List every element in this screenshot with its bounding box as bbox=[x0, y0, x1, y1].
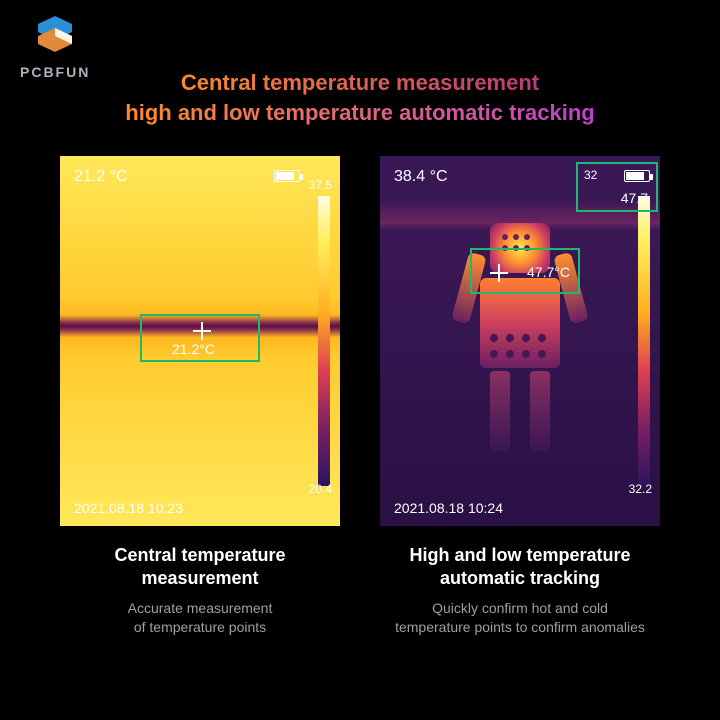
scale-bottom-right: 32.2 bbox=[629, 482, 652, 496]
caption-title-right: High and low temperature automatic track… bbox=[409, 544, 630, 591]
scale-small: 32 bbox=[584, 168, 597, 182]
crosshair-icon bbox=[193, 322, 211, 340]
caption-sub-left: Accurate measurement of temperature poin… bbox=[128, 599, 273, 638]
caption-title-left: Central temperature measurement bbox=[114, 544, 285, 591]
thermal-image-left: 21.2 °C 37.5 20.4 21.2°C 2021.08.18 10:2… bbox=[60, 156, 340, 526]
center-temp-right: 47.7°C bbox=[527, 264, 570, 280]
headline-line-1: Central temperature measurement bbox=[181, 70, 539, 96]
highlight-box-center: 47.7°C bbox=[470, 248, 580, 294]
thermal-image-right: 38.4 °C 32.2 47.7°C 32 47.7 2021.08.18 1… bbox=[380, 156, 660, 526]
brand-name: PCBFUN bbox=[20, 64, 90, 80]
scale-bottom-left: 20.4 bbox=[309, 482, 332, 496]
scale-highlight: 47.7 bbox=[621, 190, 648, 206]
right-panel: 38.4 °C 32.2 47.7°C 32 47.7 2021.08.18 1… bbox=[380, 156, 660, 638]
logo-icon bbox=[30, 10, 80, 60]
headline-line-2: high and low temperature automatic track… bbox=[125, 100, 594, 126]
timestamp-right: 2021.08.18 10:24 bbox=[394, 500, 503, 516]
brand-logo: PCBFUN bbox=[20, 10, 90, 80]
panels-row: 21.2 °C 37.5 20.4 21.2°C 2021.08.18 10:2… bbox=[0, 156, 720, 638]
scale-top-left: 37.5 bbox=[309, 178, 332, 192]
center-temp-left: 21.2°C bbox=[172, 341, 215, 357]
highlight-box-corner: 32 47.7 bbox=[576, 162, 658, 212]
crosshair-icon bbox=[490, 264, 508, 282]
left-panel: 21.2 °C 37.5 20.4 21.2°C 2021.08.18 10:2… bbox=[60, 156, 340, 638]
battery-icon bbox=[274, 170, 300, 182]
highlight-box-left: 21.2°C bbox=[140, 314, 260, 362]
headline: Central temperature measurement high and… bbox=[0, 0, 720, 156]
corner-temp-left: 21.2 °C bbox=[74, 168, 128, 186]
battery-icon bbox=[624, 170, 650, 182]
corner-temp-right: 38.4 °C bbox=[394, 168, 448, 186]
colorbar-right bbox=[638, 196, 650, 486]
caption-sub-right: Quickly confirm hot and cold temperature… bbox=[395, 599, 645, 638]
timestamp-left: 2021.08.18 10:23 bbox=[74, 500, 183, 516]
colorbar-left bbox=[318, 196, 330, 486]
